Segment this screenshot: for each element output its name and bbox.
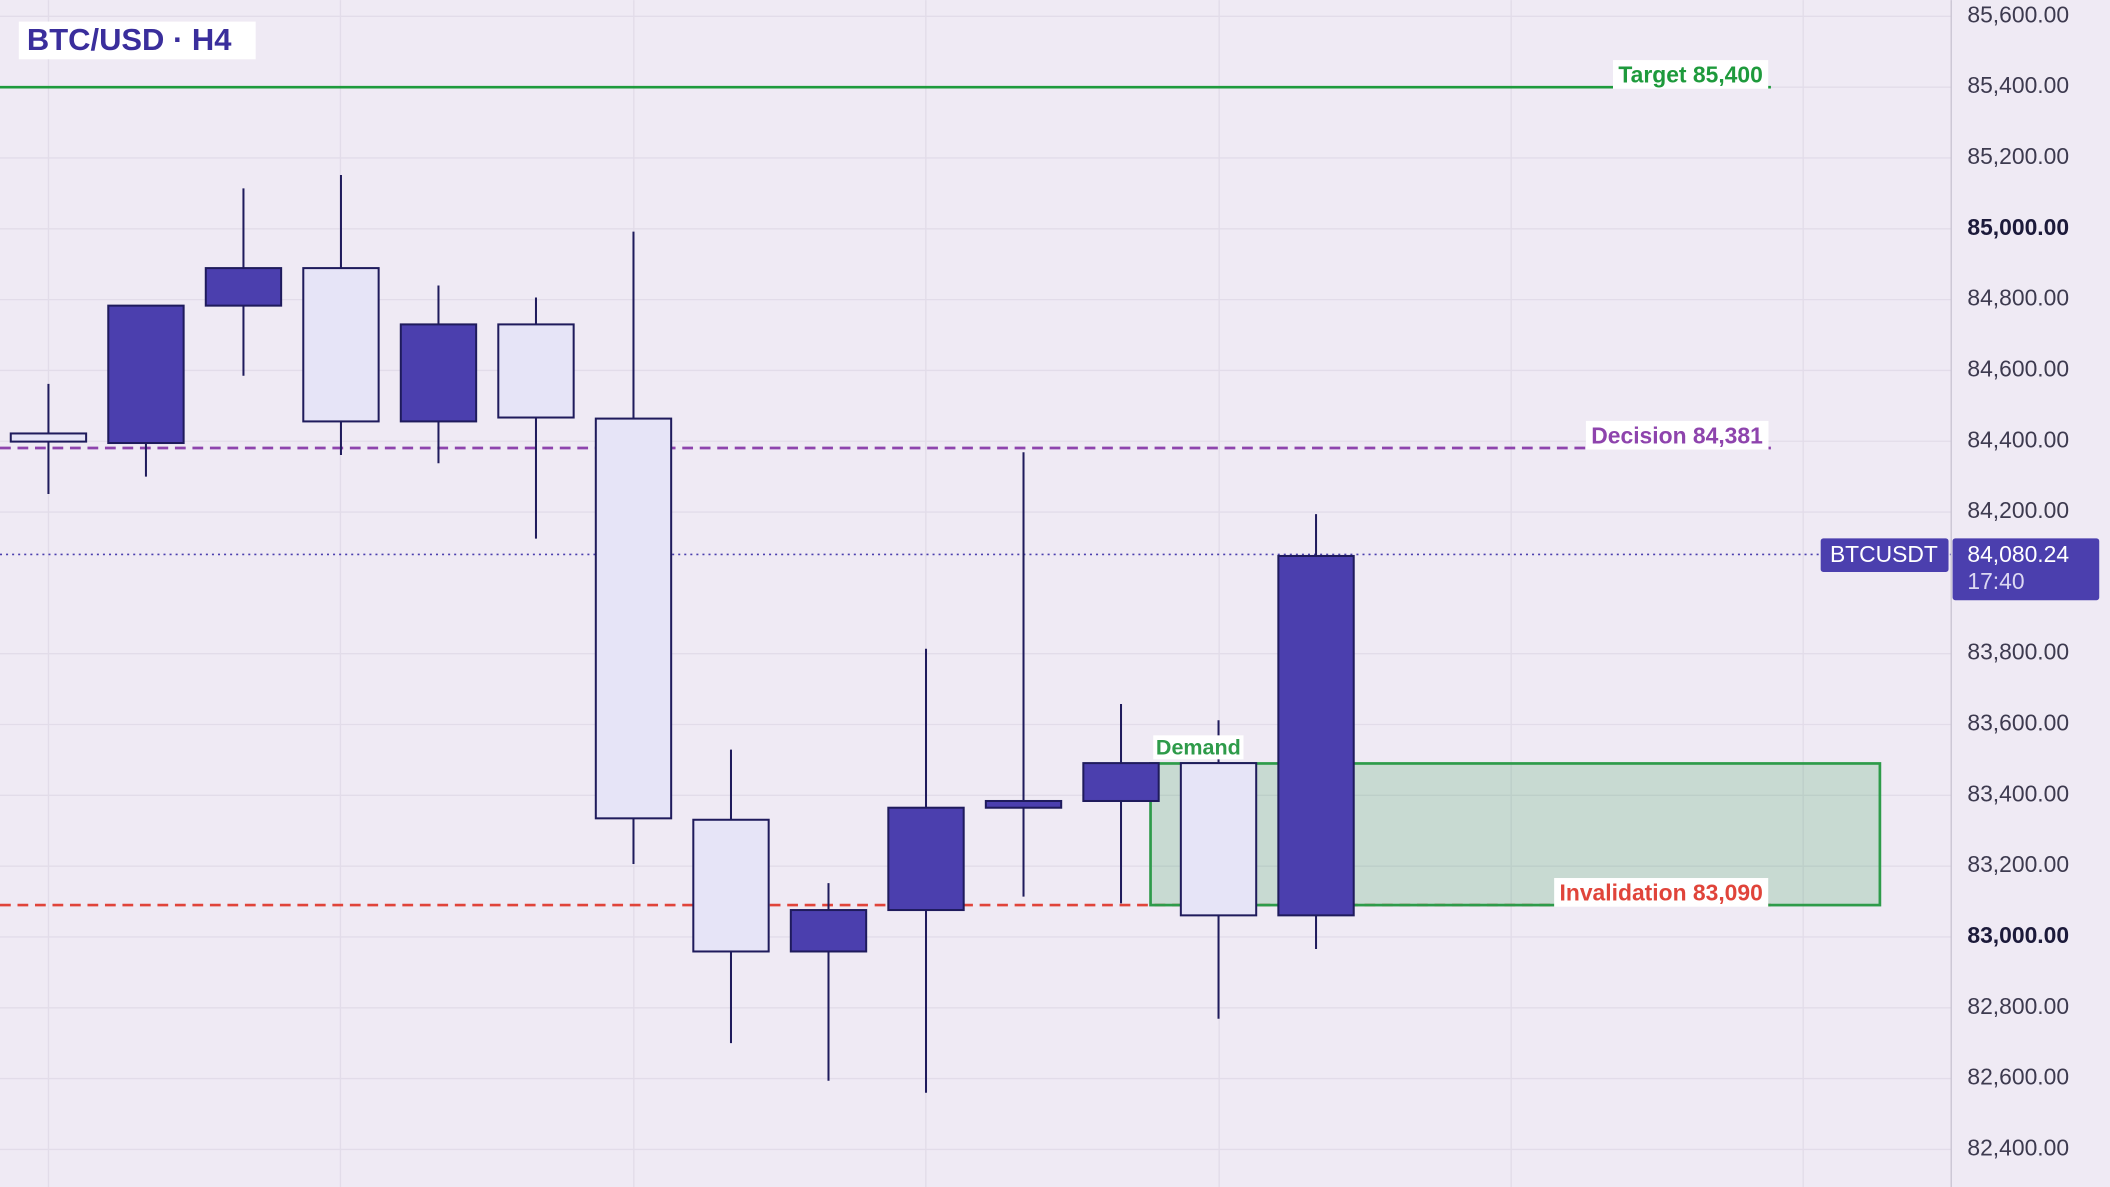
y-tick-label: 83,200.00: [1967, 851, 2069, 877]
level-label-background: [1612, 60, 1769, 89]
candle-body: [107, 304, 185, 445]
candle-body: [692, 818, 770, 953]
level-label-background: [1554, 878, 1769, 907]
chart-title: BTC/USD · H4: [27, 22, 232, 57]
y-tick-label: 84,600.00: [1967, 355, 2069, 381]
price-tag: [1952, 538, 2100, 601]
candle-body: [302, 267, 380, 423]
level-label: Target 85,400: [1618, 61, 1762, 87]
zone-label: Demand: [1156, 735, 1241, 759]
y-tick-label: 82,400.00: [1967, 1134, 2069, 1160]
y-tick-label: 84,400.00: [1967, 426, 2069, 452]
y-tick-label: 83,000.00: [1967, 922, 2069, 948]
candle-body: [497, 323, 575, 419]
y-tick-label: 85,400.00: [1967, 72, 2069, 98]
symbol-label: BTCUSDT: [1830, 541, 1938, 567]
candle-body: [887, 806, 965, 912]
y-tick-label: 83,800.00: [1967, 639, 2069, 665]
y-tick-label: 83,400.00: [1967, 780, 2069, 806]
candle-body: [594, 417, 673, 820]
level-label: Invalidation 83,090: [1560, 879, 1763, 905]
level-label-background: [1585, 420, 1769, 450]
zone-label-background: [1153, 735, 1244, 760]
candle-body: [399, 323, 478, 423]
candle-body: [1082, 762, 1160, 802]
y-tick-label: 85,600.00: [1967, 1, 2069, 27]
y-tick-label: 82,800.00: [1967, 993, 2069, 1019]
title-background: [18, 21, 256, 60]
y-tick-label: 85,200.00: [1967, 143, 2069, 169]
countdown-label: 17:40: [1967, 568, 2024, 594]
symbol-tag: [1820, 538, 1949, 572]
candle-body: [1277, 554, 1355, 917]
demand-zone: [1149, 762, 1882, 907]
candle-body: [1179, 762, 1258, 917]
y-tick-label: 84,800.00: [1967, 285, 2069, 311]
candle-body: [204, 267, 283, 307]
candle-body: [789, 909, 868, 953]
candle-body: [984, 799, 1063, 809]
y-tick-label: 82,600.00: [1967, 1064, 2069, 1090]
y-tick-label: 85,000.00: [1967, 214, 2069, 240]
candle-body: [9, 432, 88, 443]
level-label: Decision 84,381: [1591, 422, 1763, 448]
y-tick-label: 84,200.00: [1967, 497, 2069, 523]
price-label: 84,080.24: [1967, 541, 2069, 567]
y-tick-label: 83,600.00: [1967, 710, 2069, 736]
